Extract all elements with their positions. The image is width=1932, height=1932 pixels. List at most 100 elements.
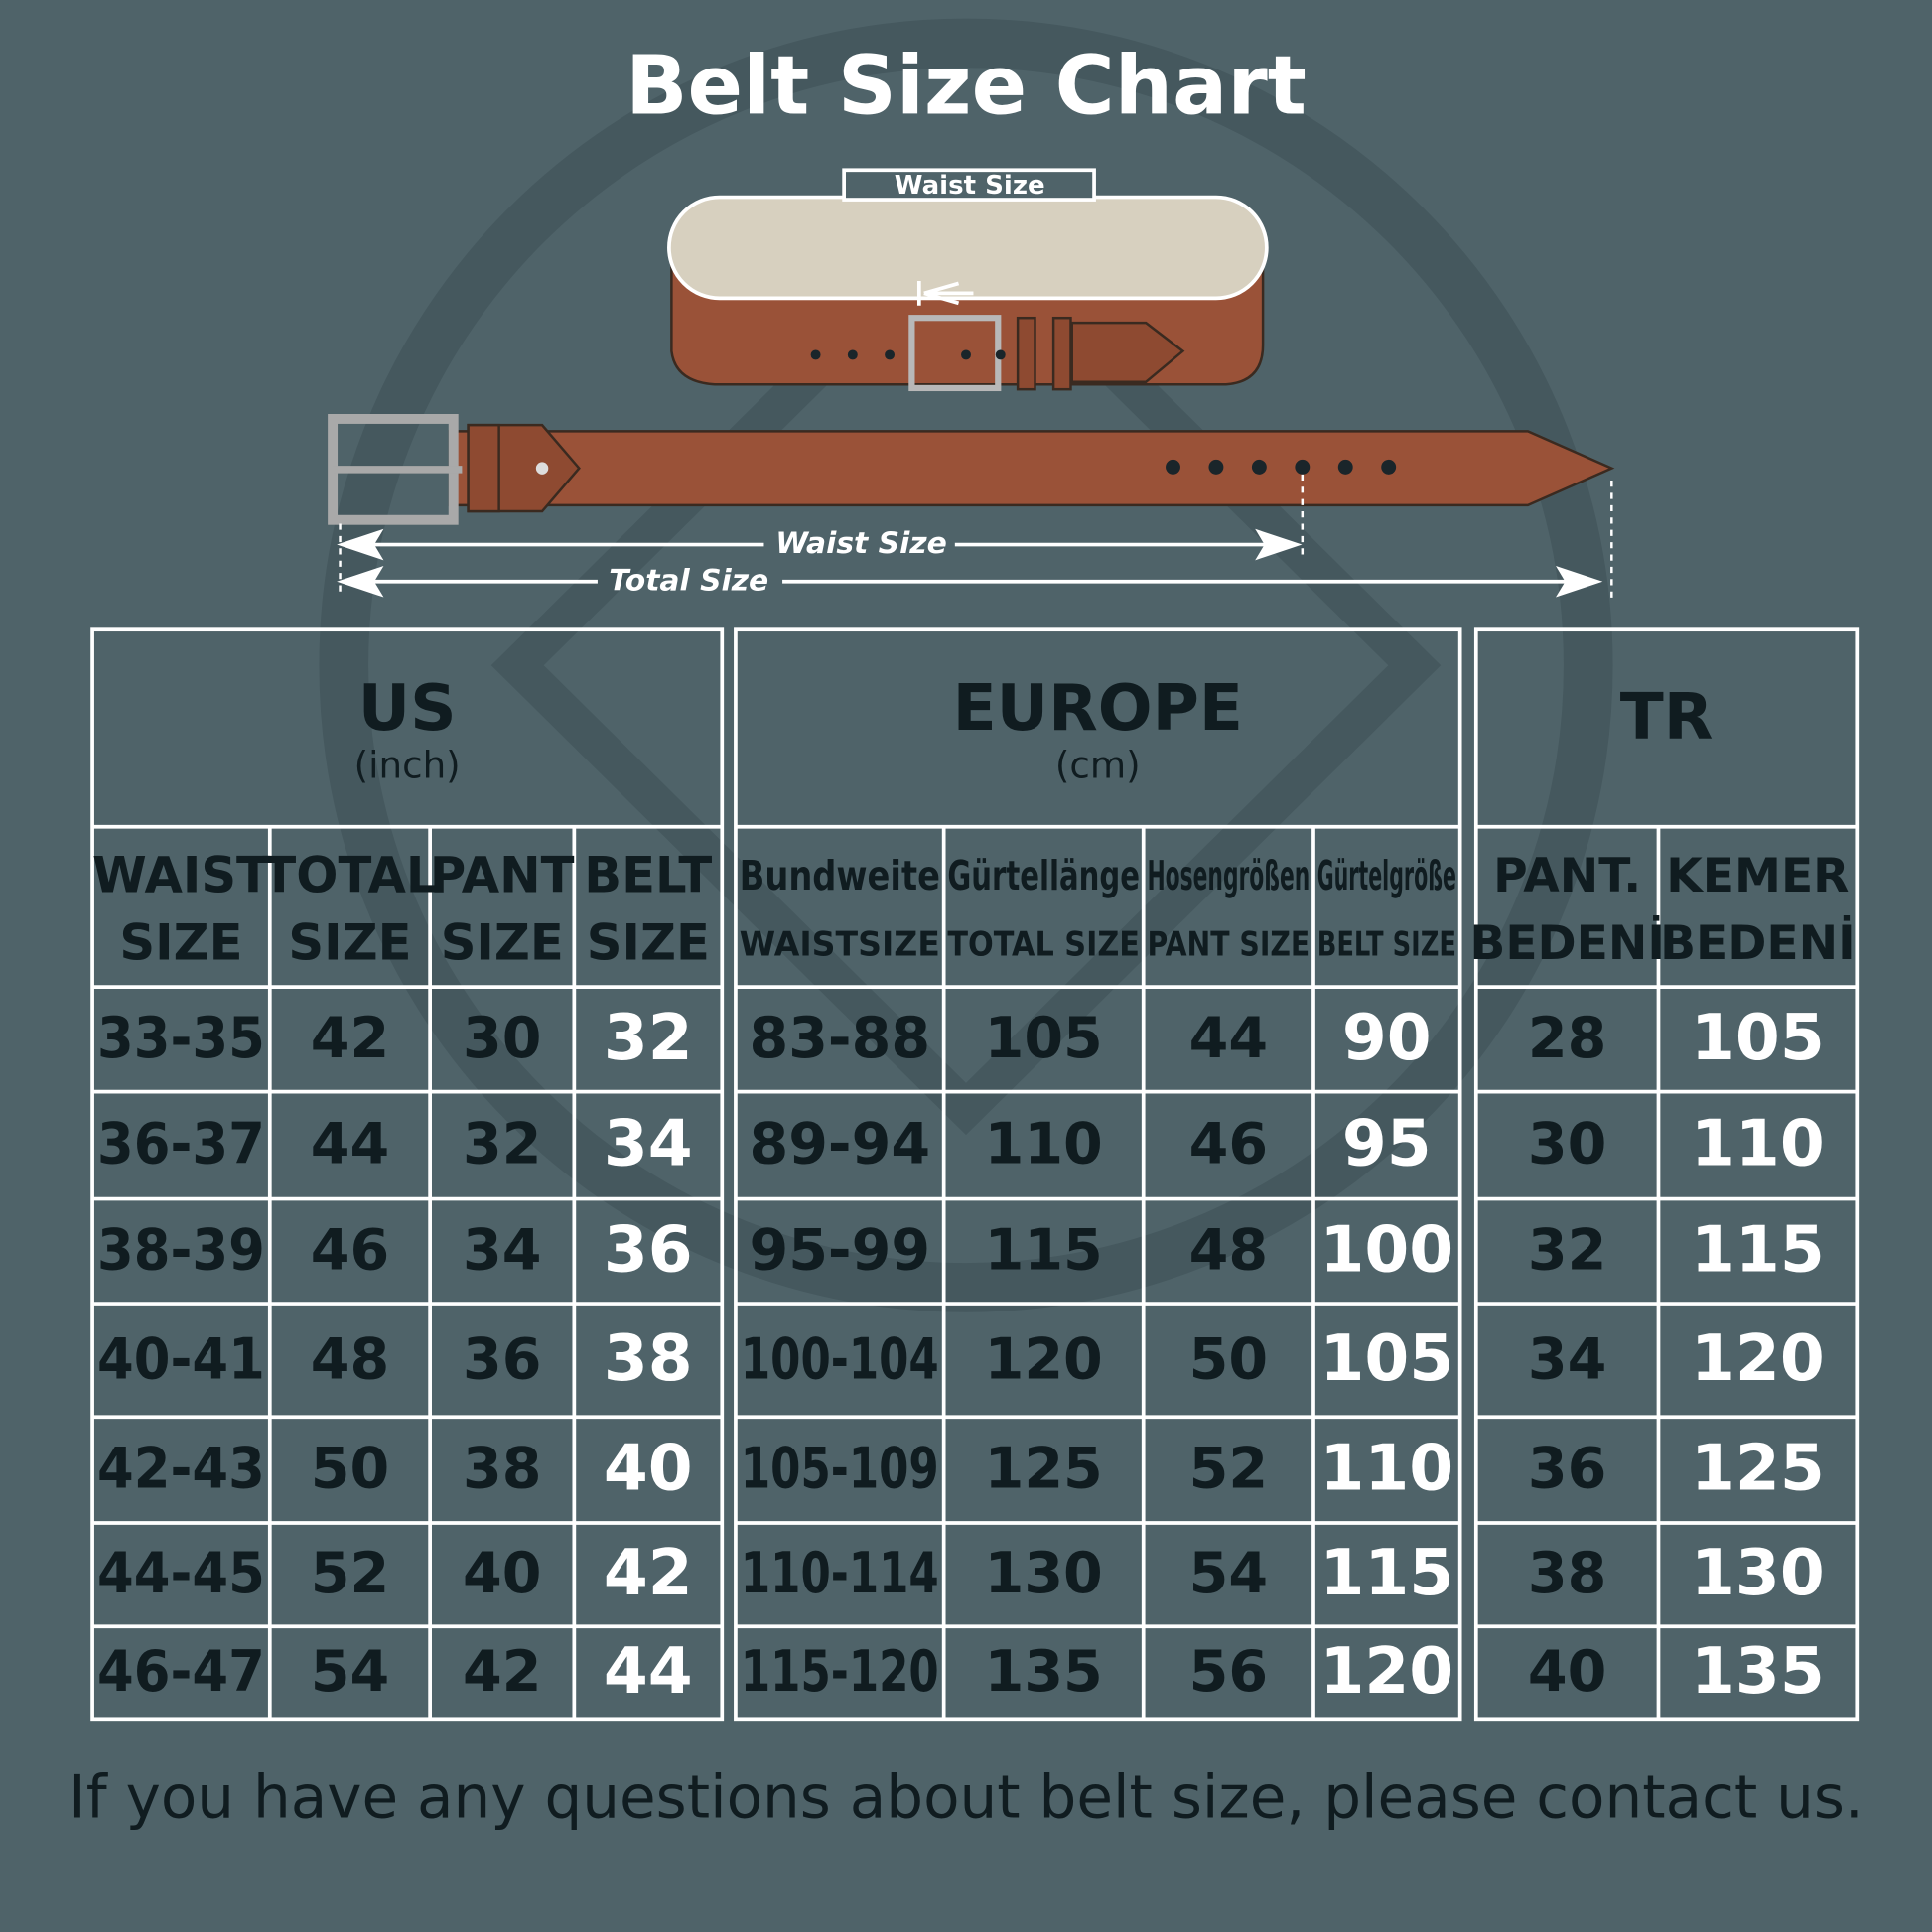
table-cell: 120 <box>985 1326 1103 1392</box>
hole <box>1251 459 1267 475</box>
arrow-heads <box>337 528 1303 561</box>
column-header: SIZE <box>119 914 242 972</box>
table-cell: 30 <box>463 1006 541 1071</box>
column-header: Gürtellänge <box>947 852 1140 899</box>
title: Belt Size Chart <box>625 39 1307 133</box>
table-cell: 34 <box>463 1217 541 1283</box>
waist-label: Waist Size <box>775 526 947 561</box>
table-cell: 40 <box>604 1432 693 1506</box>
table-cell: 125 <box>985 1437 1103 1502</box>
table-cell: 36-37 <box>97 1112 265 1177</box>
column-header: KEMER <box>1666 849 1849 903</box>
belt-strap <box>448 430 1615 507</box>
table-cell: 46 <box>311 1217 389 1283</box>
table-cell: 52 <box>311 1541 389 1606</box>
column-header: BELT <box>584 846 712 903</box>
table-unit: (inch) <box>354 744 461 787</box>
table-cell: 120 <box>1319 1634 1453 1709</box>
table-cell: 115-120 <box>741 1639 939 1705</box>
table-cell: 40 <box>1528 1639 1606 1705</box>
table-cell: 44 <box>604 1634 693 1709</box>
table-cell: 44 <box>1189 1006 1268 1071</box>
table-cell: 125 <box>1691 1432 1825 1506</box>
table-cell: 115 <box>1319 1536 1453 1610</box>
table-cell: 33-35 <box>97 1006 265 1071</box>
belt-keeper <box>1051 316 1072 391</box>
table-cell: 42 <box>463 1639 541 1705</box>
table-cell: 38 <box>1528 1541 1606 1606</box>
table-cell: 95 <box>1342 1107 1432 1181</box>
belt-keeper <box>467 423 500 513</box>
table-cell: 56 <box>1189 1639 1268 1705</box>
table-cell: 34 <box>604 1107 693 1181</box>
table-heading: EUROPE <box>953 671 1243 746</box>
table-cell: 32 <box>604 1001 693 1075</box>
hole <box>847 349 858 360</box>
table-cell: 50 <box>1189 1326 1268 1392</box>
table-cell: 32 <box>463 1112 541 1177</box>
table-cell: 42 <box>311 1006 389 1071</box>
hole <box>885 349 896 360</box>
table-cell: 105 <box>1319 1321 1453 1396</box>
table-cell: 36 <box>604 1212 693 1287</box>
table-cell: 100 <box>1319 1212 1453 1287</box>
table-cell: 135 <box>1691 1634 1825 1709</box>
watermark-ring <box>319 18 1613 1312</box>
table-cell: 89-94 <box>750 1112 931 1177</box>
table-cell: 44 <box>311 1112 389 1177</box>
belt-holes <box>1166 459 1397 475</box>
table-cell: 36 <box>1528 1437 1606 1502</box>
table-cell: 38-39 <box>97 1217 265 1283</box>
table-cell: 40-41 <box>97 1326 265 1392</box>
column-header: Gürtelgröße <box>1317 852 1456 899</box>
loop-arrow <box>916 280 974 306</box>
column-header: Hosengrößen <box>1147 852 1310 899</box>
belt-loop-illustration: Waist Size <box>667 168 1269 392</box>
hole <box>1166 459 1180 475</box>
column-header: PANT SIZE <box>1147 925 1310 964</box>
measure-arrows <box>337 528 1603 598</box>
table-cell: 110-114 <box>741 1541 939 1606</box>
table-cell: 105-109 <box>741 1437 939 1502</box>
table-cell: 105 <box>985 1006 1103 1071</box>
column-header: SIZE <box>288 914 411 972</box>
column-header: WAIST <box>92 846 270 903</box>
table-heading: US <box>358 671 457 746</box>
belt-illustration: Waist Size Total Size <box>328 414 1615 598</box>
table-cell: 32 <box>1528 1217 1606 1283</box>
column-header: TOTAL SIZE <box>947 925 1140 964</box>
table-cell: 50 <box>311 1437 389 1502</box>
column-header: BEDENİ <box>1660 914 1856 971</box>
table-cell: 115 <box>1691 1212 1825 1287</box>
table-cell: 48 <box>311 1326 389 1392</box>
column-header: BELT SIZE <box>1317 925 1456 964</box>
table-frame <box>734 627 1462 1722</box>
arrow-heads <box>337 566 1603 598</box>
table-cell: 100-104 <box>741 1326 939 1392</box>
hole <box>1295 459 1311 475</box>
footer: If you have any questions about belt siz… <box>69 1764 1863 1833</box>
hole <box>1208 459 1224 475</box>
column-header: SIZE <box>587 914 710 972</box>
belt-keeper <box>1016 316 1036 391</box>
belt-loop-holes <box>810 349 1006 360</box>
column-header: Bundweite <box>740 852 940 899</box>
table-cell: 52 <box>1189 1437 1268 1502</box>
table-cell: 54 <box>311 1639 389 1705</box>
table-cell: 38 <box>604 1321 693 1396</box>
table-unit: (cm) <box>1055 744 1141 787</box>
table-cell: 44-45 <box>97 1541 265 1606</box>
table-cell: 28 <box>1528 1006 1606 1071</box>
table-cell: 105 <box>1691 1001 1825 1075</box>
column-header: TOTAL <box>262 846 437 903</box>
column-header: BEDENİ <box>1469 914 1665 971</box>
hole <box>961 349 971 360</box>
size-tables: US(inch)WAISTSIZETOTALSIZEPANTSIZEBELTSI… <box>90 627 1860 1722</box>
column-header: SIZE <box>441 914 564 972</box>
loop-label: Waist Size <box>895 171 1045 201</box>
table-cell: 110 <box>1319 1432 1453 1506</box>
loop-label-box <box>842 168 1096 202</box>
table-cell: 83-88 <box>750 1006 931 1071</box>
belt-loop-inner <box>667 195 1269 301</box>
